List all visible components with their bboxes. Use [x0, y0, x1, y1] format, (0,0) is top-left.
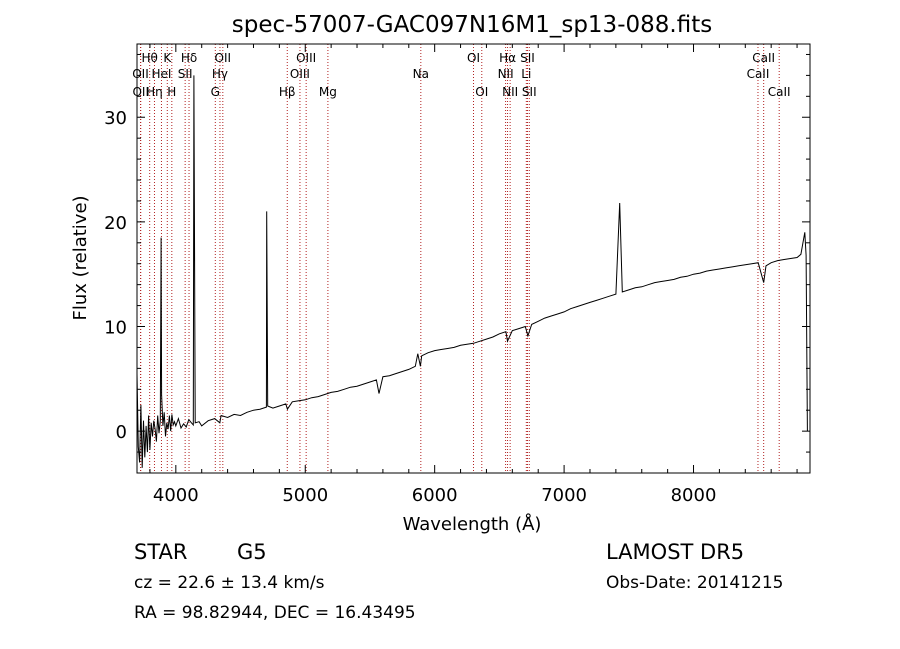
marker-label-19: Hη [146, 85, 163, 99]
marker-label-26: SII [522, 85, 537, 99]
y-axis-label: Flux (relative) [70, 195, 91, 320]
y-tick-label-2: 20 [104, 213, 127, 234]
marker-label-5: OI [467, 51, 480, 65]
object-class: STAR [134, 540, 188, 564]
marker-label-7: SII [520, 51, 535, 65]
y-tick-label-3: 30 [104, 108, 127, 129]
spectral-line-markers [139, 44, 780, 473]
plot-frame [136, 43, 811, 474]
x-tick-label-3: 7000 [541, 485, 587, 506]
marker-label-24: OI [475, 85, 488, 99]
marker-label-27: CaII [768, 85, 791, 99]
marker-label-16: Li [521, 67, 531, 81]
marker-label-8: CaII [752, 51, 775, 65]
marker-label-3: OII [215, 51, 232, 65]
x-axis-label: Wavelength (Å) [403, 513, 542, 535]
marker-label-23: Mg [319, 85, 337, 99]
y-tick-label-1: 10 [104, 318, 127, 339]
marker-label-12: Hγ [212, 67, 228, 81]
marker-label-14: Na [413, 67, 429, 81]
x-tick-label-2: 6000 [412, 485, 458, 506]
spectrum-line [136, 75, 808, 468]
marker-label-1: K [163, 51, 172, 65]
sky-coordinates: RA = 98.82944, DEC = 16.43495 [134, 603, 416, 623]
marker-label-21: G [211, 85, 220, 99]
marker-label-22: Hβ [279, 85, 296, 99]
marker-label-2: Hδ [181, 51, 197, 65]
marker-label-4: OIII [296, 51, 316, 65]
x-tick-label-0: 4000 [153, 485, 199, 506]
survey-name: LAMOST DR5 [606, 540, 745, 564]
x-tick-label-1: 5000 [282, 485, 328, 506]
marker-label-20: H [167, 85, 176, 99]
marker-label-25: NII [502, 85, 518, 99]
x-axis-ticks: 4000 5000 6000 7000 8000 [149, 44, 798, 506]
marker-label-15: NII [498, 67, 514, 81]
y-axis-ticks: 0 10 20 30 [104, 53, 810, 453]
x-tick-label-4: 8000 [671, 485, 717, 506]
object-subclass: G5 [237, 540, 267, 564]
marker-label-0: Hθ [141, 51, 157, 65]
chart-title: spec-57007-GAC097N16M1_sp13-088.fits [232, 12, 712, 38]
marker-label-10: HeI [151, 67, 171, 81]
observation-date: Obs-Date: 20141215 [606, 573, 784, 593]
marker-label-13: OIII [290, 67, 310, 81]
marker-label-17: CaII [747, 67, 770, 81]
redshift-velocity: cz = 22.6 ± 13.4 km/s [134, 573, 325, 593]
marker-label-9: OII [132, 67, 149, 81]
y-tick-label-0: 0 [116, 422, 127, 443]
marker-label-6: Hα [499, 51, 516, 65]
marker-label-11: SII [178, 67, 193, 81]
